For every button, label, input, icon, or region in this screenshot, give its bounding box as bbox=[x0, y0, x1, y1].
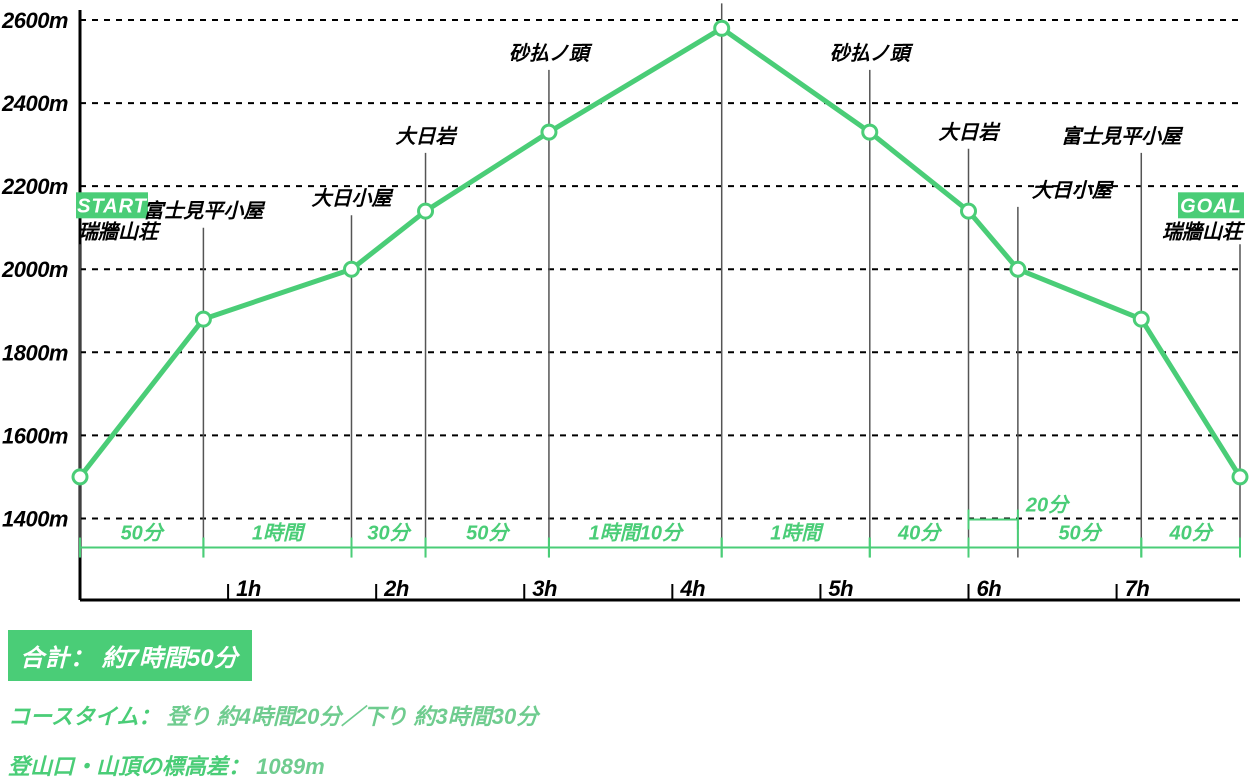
elev-diff-value: 1089m bbox=[256, 754, 325, 779]
elevation-marker bbox=[962, 204, 976, 218]
y-tick-label: 2200m bbox=[1, 174, 68, 199]
elev-diff-key: 登山口・山頂の標高差： bbox=[8, 754, 250, 779]
elevation-marker bbox=[196, 312, 210, 326]
segment-label: 50分 bbox=[121, 523, 166, 545]
segment-label: 30分 bbox=[367, 523, 412, 545]
elevation-marker bbox=[419, 204, 433, 218]
elevation-marker bbox=[715, 21, 729, 35]
course-time-line: コースタイム： 登り 約4時間20分／下り 約3時間30分 bbox=[8, 699, 538, 731]
total-key: 合計： bbox=[20, 645, 95, 672]
y-tick-label: 2600m bbox=[1, 8, 68, 33]
summary-block: 合計： 約7時間50分 コースタイム： 登り 約4時間20分／下り 約3時間30… bbox=[8, 630, 538, 781]
elevation-line bbox=[80, 28, 1240, 477]
elevation-marker bbox=[542, 125, 556, 139]
segment-label: 20分 bbox=[1025, 495, 1071, 517]
segment-label: 1時間 bbox=[252, 522, 306, 545]
elevation-marker bbox=[73, 470, 87, 484]
y-tick-label: 2400m bbox=[1, 91, 68, 116]
y-tick-label: 1400m bbox=[2, 506, 68, 531]
elevation-marker bbox=[1233, 470, 1247, 484]
segment-label: 1時間 bbox=[770, 522, 824, 545]
x-tick-label: 7h bbox=[1125, 576, 1150, 601]
waypoint-label: 砂払ノ頭 bbox=[830, 42, 914, 65]
elevation-marker bbox=[863, 125, 877, 139]
elevation-marker bbox=[344, 262, 358, 276]
goal-badge-text: GOAL bbox=[1180, 195, 1242, 217]
y-tick-label: 2000m bbox=[1, 257, 68, 282]
x-tick-label: 5h bbox=[828, 576, 853, 601]
x-tick-label: 3h bbox=[532, 576, 557, 601]
waypoint-label: 大日岩 bbox=[939, 121, 1002, 144]
waypoint-label: 大日小屋 bbox=[1032, 179, 1115, 202]
elev-diff-line: 登山口・山頂の標高差： 1089m bbox=[8, 749, 538, 781]
course-time-key: コースタイム： bbox=[8, 704, 160, 729]
waypoint-label: 富士見平小屋 bbox=[143, 200, 266, 223]
elevation-chart: 1400m 1600m 1800m 2000m 2200m 2400m 2600m 1h 2h 3… bbox=[0, 0, 1255, 775]
course-time-value: 登り 約4時間20分／下り 約3時間30分 bbox=[167, 704, 539, 729]
waypoint-label: 砂払ノ頭 bbox=[509, 42, 593, 65]
total-value: 約7時間50分 bbox=[102, 645, 238, 672]
segment-label: 40分 bbox=[897, 523, 943, 545]
elevation-marker bbox=[1011, 262, 1025, 276]
segment-label: 50分 bbox=[1058, 523, 1103, 545]
start-badge-text: START bbox=[77, 195, 148, 217]
x-tick-label: 6h bbox=[977, 576, 1002, 601]
segment-label: 1時間10分 bbox=[589, 522, 685, 545]
waypoint-label: 瑞牆山荘 bbox=[1162, 220, 1246, 243]
waypoint-label: 富士見平小屋 bbox=[1061, 125, 1184, 148]
elevation-marker bbox=[1134, 312, 1148, 326]
y-tick-label: 1600m bbox=[2, 423, 68, 448]
x-tick-label: 4h bbox=[679, 576, 705, 601]
waypoint-label: 大日岩 bbox=[396, 125, 459, 148]
x-tick-label: 1h bbox=[236, 576, 261, 601]
waypoint-label: 大日小屋 bbox=[311, 187, 394, 210]
x-tick-label: 2h bbox=[383, 576, 409, 601]
y-tick-label: 1800m bbox=[2, 340, 68, 365]
total-time-badge: 合計： 約7時間50分 bbox=[8, 630, 252, 681]
segment-label: 50分 bbox=[466, 523, 511, 545]
waypoint-label: 瑞牆山荘 bbox=[78, 220, 162, 243]
segment-label: 40分 bbox=[1169, 523, 1215, 545]
